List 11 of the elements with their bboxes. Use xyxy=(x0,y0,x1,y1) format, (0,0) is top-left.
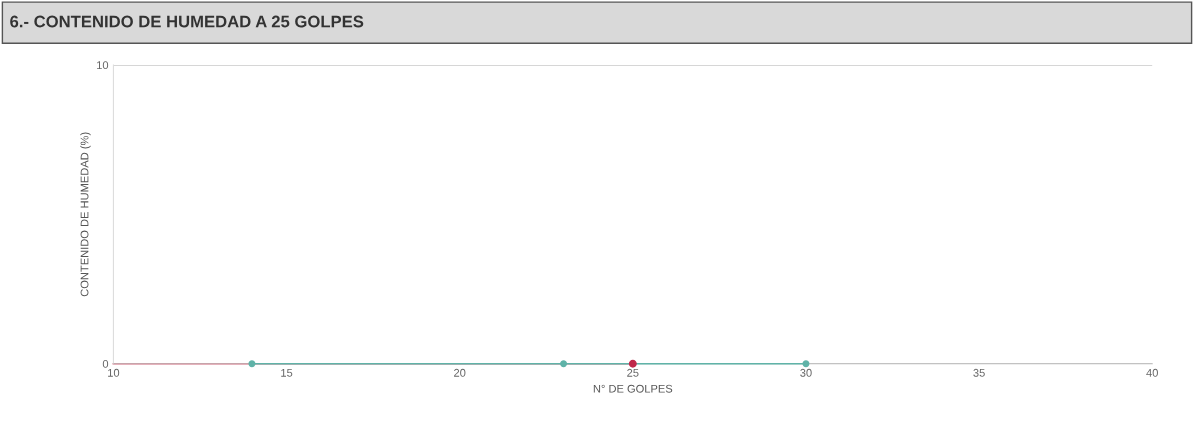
chart-title: 6.- CONTENIDO DE HUMEDAD A 25 GOLPES xyxy=(10,15,364,28)
x-tick-label: 35 xyxy=(973,368,985,377)
x-tick-label: 25 xyxy=(627,368,639,377)
x-tick-label: 10 xyxy=(108,368,120,377)
x-tick-label: 15 xyxy=(281,368,293,377)
x-axis-title: N° DE GOLPES xyxy=(593,384,673,393)
x-tick-label: 20 xyxy=(454,368,466,377)
x-tick-label: 40 xyxy=(1146,368,1158,377)
y-tick-label: 0 xyxy=(102,359,109,368)
y-axis-title: CONTENIDO DE HUMEDAD (%) xyxy=(80,132,91,297)
x-tick-label: 30 xyxy=(800,368,812,377)
